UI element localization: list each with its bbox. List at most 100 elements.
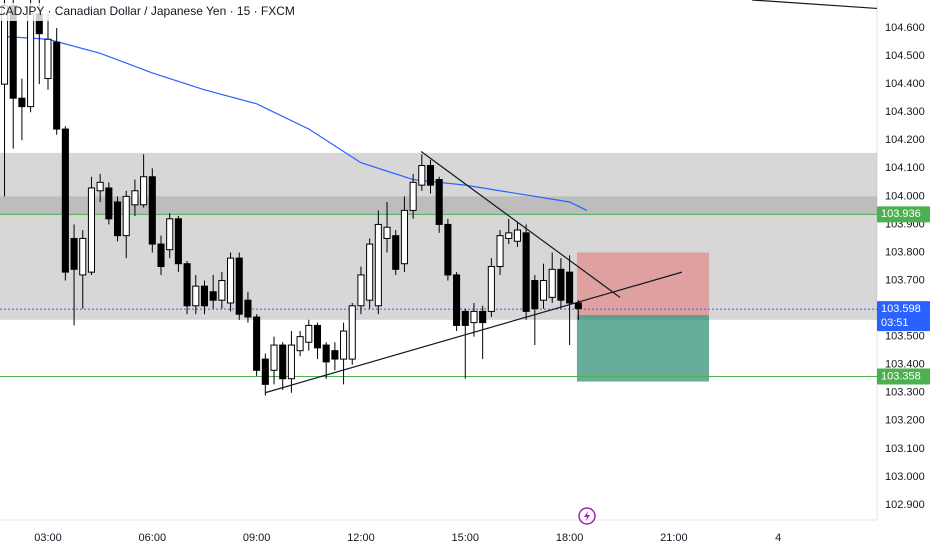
candle-body [166,218,174,251]
candle-body [522,232,530,312]
candle-body [61,128,69,273]
candle-body [513,229,521,242]
candle-body [287,344,295,380]
candle-body [209,291,217,301]
candle-body [87,187,95,273]
candle-body [539,280,548,301]
y-tick-label: 103.800 [885,246,925,258]
y-tick-label: 104.000 [885,190,925,202]
price-label: 103.358 [881,370,921,382]
candle-body [409,181,417,211]
candle-body [383,226,391,239]
candle-body [235,257,243,315]
icon-bolt [584,511,590,521]
candle-body [183,263,191,307]
x-tick-label: 09:00 [243,532,271,544]
candle-body [418,165,426,186]
trendline [584,271,683,301]
candle-body [400,209,408,265]
candle-body [244,299,252,318]
x-tick-label: 12:00 [347,532,375,544]
candle-body [192,285,200,307]
candle-body [331,350,339,360]
price-label: 103.598 [881,303,921,315]
candle-body [113,201,122,237]
trendline [752,0,878,10]
candle-body [305,324,313,343]
candle-body [148,176,156,245]
x-tick-label: 03:00 [34,532,62,544]
candle-body [566,271,574,304]
candle-body [366,243,374,301]
candle-body [122,195,130,237]
x-tick-label: 4 [775,532,781,544]
candle-body [200,285,209,307]
candle-body [70,237,78,270]
candle-body [470,310,478,324]
candle-body [27,13,35,108]
candle-body [53,41,61,130]
icon-ring [578,507,596,525]
candle-body [574,302,582,310]
candle-body [531,280,539,310]
y-tick-label: 103.400 [885,359,925,371]
candle-body [548,268,556,298]
candle-body [557,268,565,301]
candle-body [453,274,461,326]
candle-body [140,176,148,206]
y-tick-label: 104.500 [885,50,925,62]
y-tick-label: 103.200 [885,415,925,427]
y-tick-label: 104.200 [885,134,925,146]
y-tick-label: 103.100 [885,443,925,455]
candle-body [227,257,235,304]
price-label-box [877,206,930,223]
candle-body [270,344,278,371]
x-tick-label: 15:00 [452,532,480,544]
x-tick-label: 06:00 [139,532,167,544]
candle-body [357,274,365,307]
candle-body [96,181,104,192]
y-tick-label: 103.500 [885,331,925,343]
candle-body [487,266,495,312]
price-label-box [877,301,930,332]
candle-body [253,316,261,371]
candle-body [131,190,139,206]
candle-body [392,235,400,270]
candle-body [340,330,348,360]
candle-body [296,336,304,352]
candle-body [496,235,504,268]
candle-body [218,280,226,301]
candle-body [322,344,330,363]
candle-body [79,237,87,276]
candle-body [444,223,452,276]
candle-body [505,232,513,239]
y-tick-label: 104.400 [885,78,925,90]
y-tick-label: 102.900 [885,499,925,511]
chart-title: CADJPY · Canadian Dollar / Japanese Yen … [0,4,295,18]
candle-body [479,310,487,324]
target-zone [576,315,710,382]
candle-body [157,243,165,268]
candle-body [461,310,469,326]
x-tick-label: 18:00 [556,532,584,544]
candle-body [44,38,52,80]
candle-body [174,218,182,265]
candle-body [348,305,356,360]
candle-body [261,358,269,385]
y-tick-label: 104.100 [885,162,925,174]
price-label: 103.936 [881,208,921,220]
candle-body [374,223,382,307]
trendline [420,151,621,298]
trendline [264,299,586,394]
moving-average [4,35,588,211]
candle-body [279,344,287,380]
candle-body [18,97,26,108]
lightning-icon[interactable] [578,507,596,525]
countdown: 03:51 [881,317,909,329]
price-label-box [877,368,930,385]
y-tick-label: 104.300 [885,106,925,118]
title-backdrop [0,3,285,21]
candle-body [313,324,322,349]
